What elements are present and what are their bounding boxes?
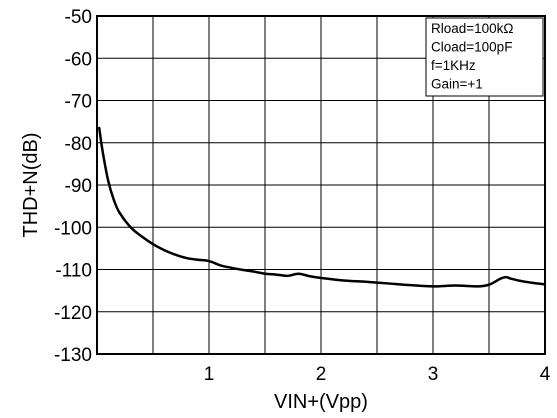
x-tick-label: 2 <box>316 364 327 385</box>
y-tick-label: -120 <box>54 303 92 324</box>
legend-annotation: f=1KHz <box>431 58 476 73</box>
series-line <box>97 126 547 288</box>
y-tick-label: -50 <box>65 7 92 28</box>
plot-frame <box>96 15 546 355</box>
legend-frame <box>425 17 544 97</box>
y-tick-label: -100 <box>54 218 92 239</box>
y-tick-label: -130 <box>54 345 92 366</box>
legend-box: Rload=100kΩ Cload=100pF f=1KHz Gain=+1 <box>425 17 544 97</box>
x-axis-title: VIN+(Vpp) <box>274 391 368 413</box>
y-tick-labels: -50 -60 -70 -80 -90 -100 -110 -120 -130 <box>54 7 92 366</box>
y-axis-title: THD+N(dB) <box>20 132 42 237</box>
y-tick-label: -60 <box>65 49 92 70</box>
x-tick-label: 3 <box>428 364 439 385</box>
y-tick-label: -80 <box>65 134 92 155</box>
legend-annotation: Rload=100kΩ <box>431 21 514 36</box>
x-tick-labels: 1 2 3 4 <box>204 364 551 385</box>
y-tick-label: -110 <box>55 261 92 282</box>
y-tick-label: -70 <box>65 92 92 113</box>
legend-annotation: Cload=100pF <box>431 40 512 55</box>
legend-annotation: Gain=+1 <box>431 77 483 92</box>
y-tick-label: -90 <box>65 176 92 197</box>
x-tick-label: 4 <box>540 364 551 385</box>
x-tick-label: 1 <box>204 364 215 385</box>
